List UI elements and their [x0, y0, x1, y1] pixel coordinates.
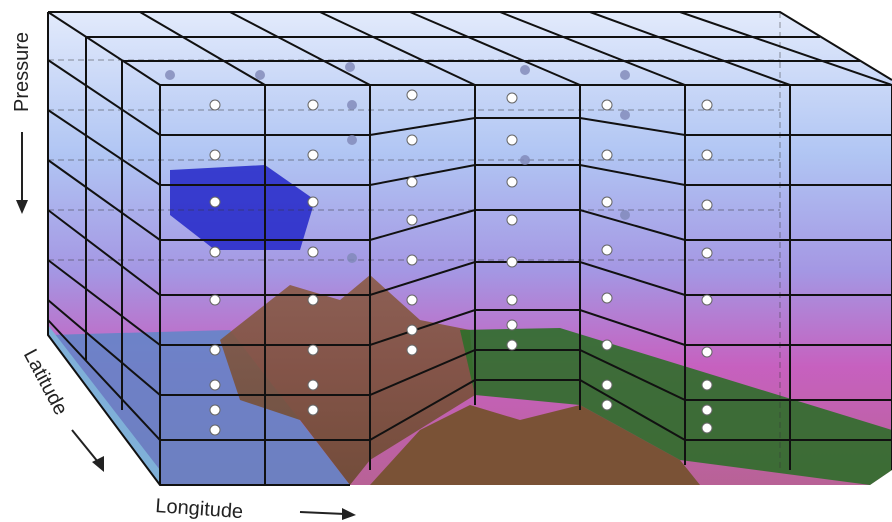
longitude-arrowhead	[342, 508, 356, 520]
water	[48, 330, 350, 485]
back-points	[165, 62, 630, 263]
front-grid	[47, 12, 892, 486]
cloud-block	[170, 165, 315, 250]
longitude-label: Longitude	[155, 495, 244, 522]
sample-points	[209, 89, 713, 436]
top-grid	[47, 11, 892, 410]
latitude-arrow	[71, 429, 99, 463]
pressure-label: Pressure	[11, 32, 33, 112]
longitude-arrow	[299, 511, 346, 515]
base-side	[48, 325, 160, 485]
pressure-arrowhead	[16, 200, 28, 214]
latitude-arrowhead	[92, 456, 104, 472]
terrain-front	[370, 405, 700, 485]
plain	[460, 328, 892, 485]
